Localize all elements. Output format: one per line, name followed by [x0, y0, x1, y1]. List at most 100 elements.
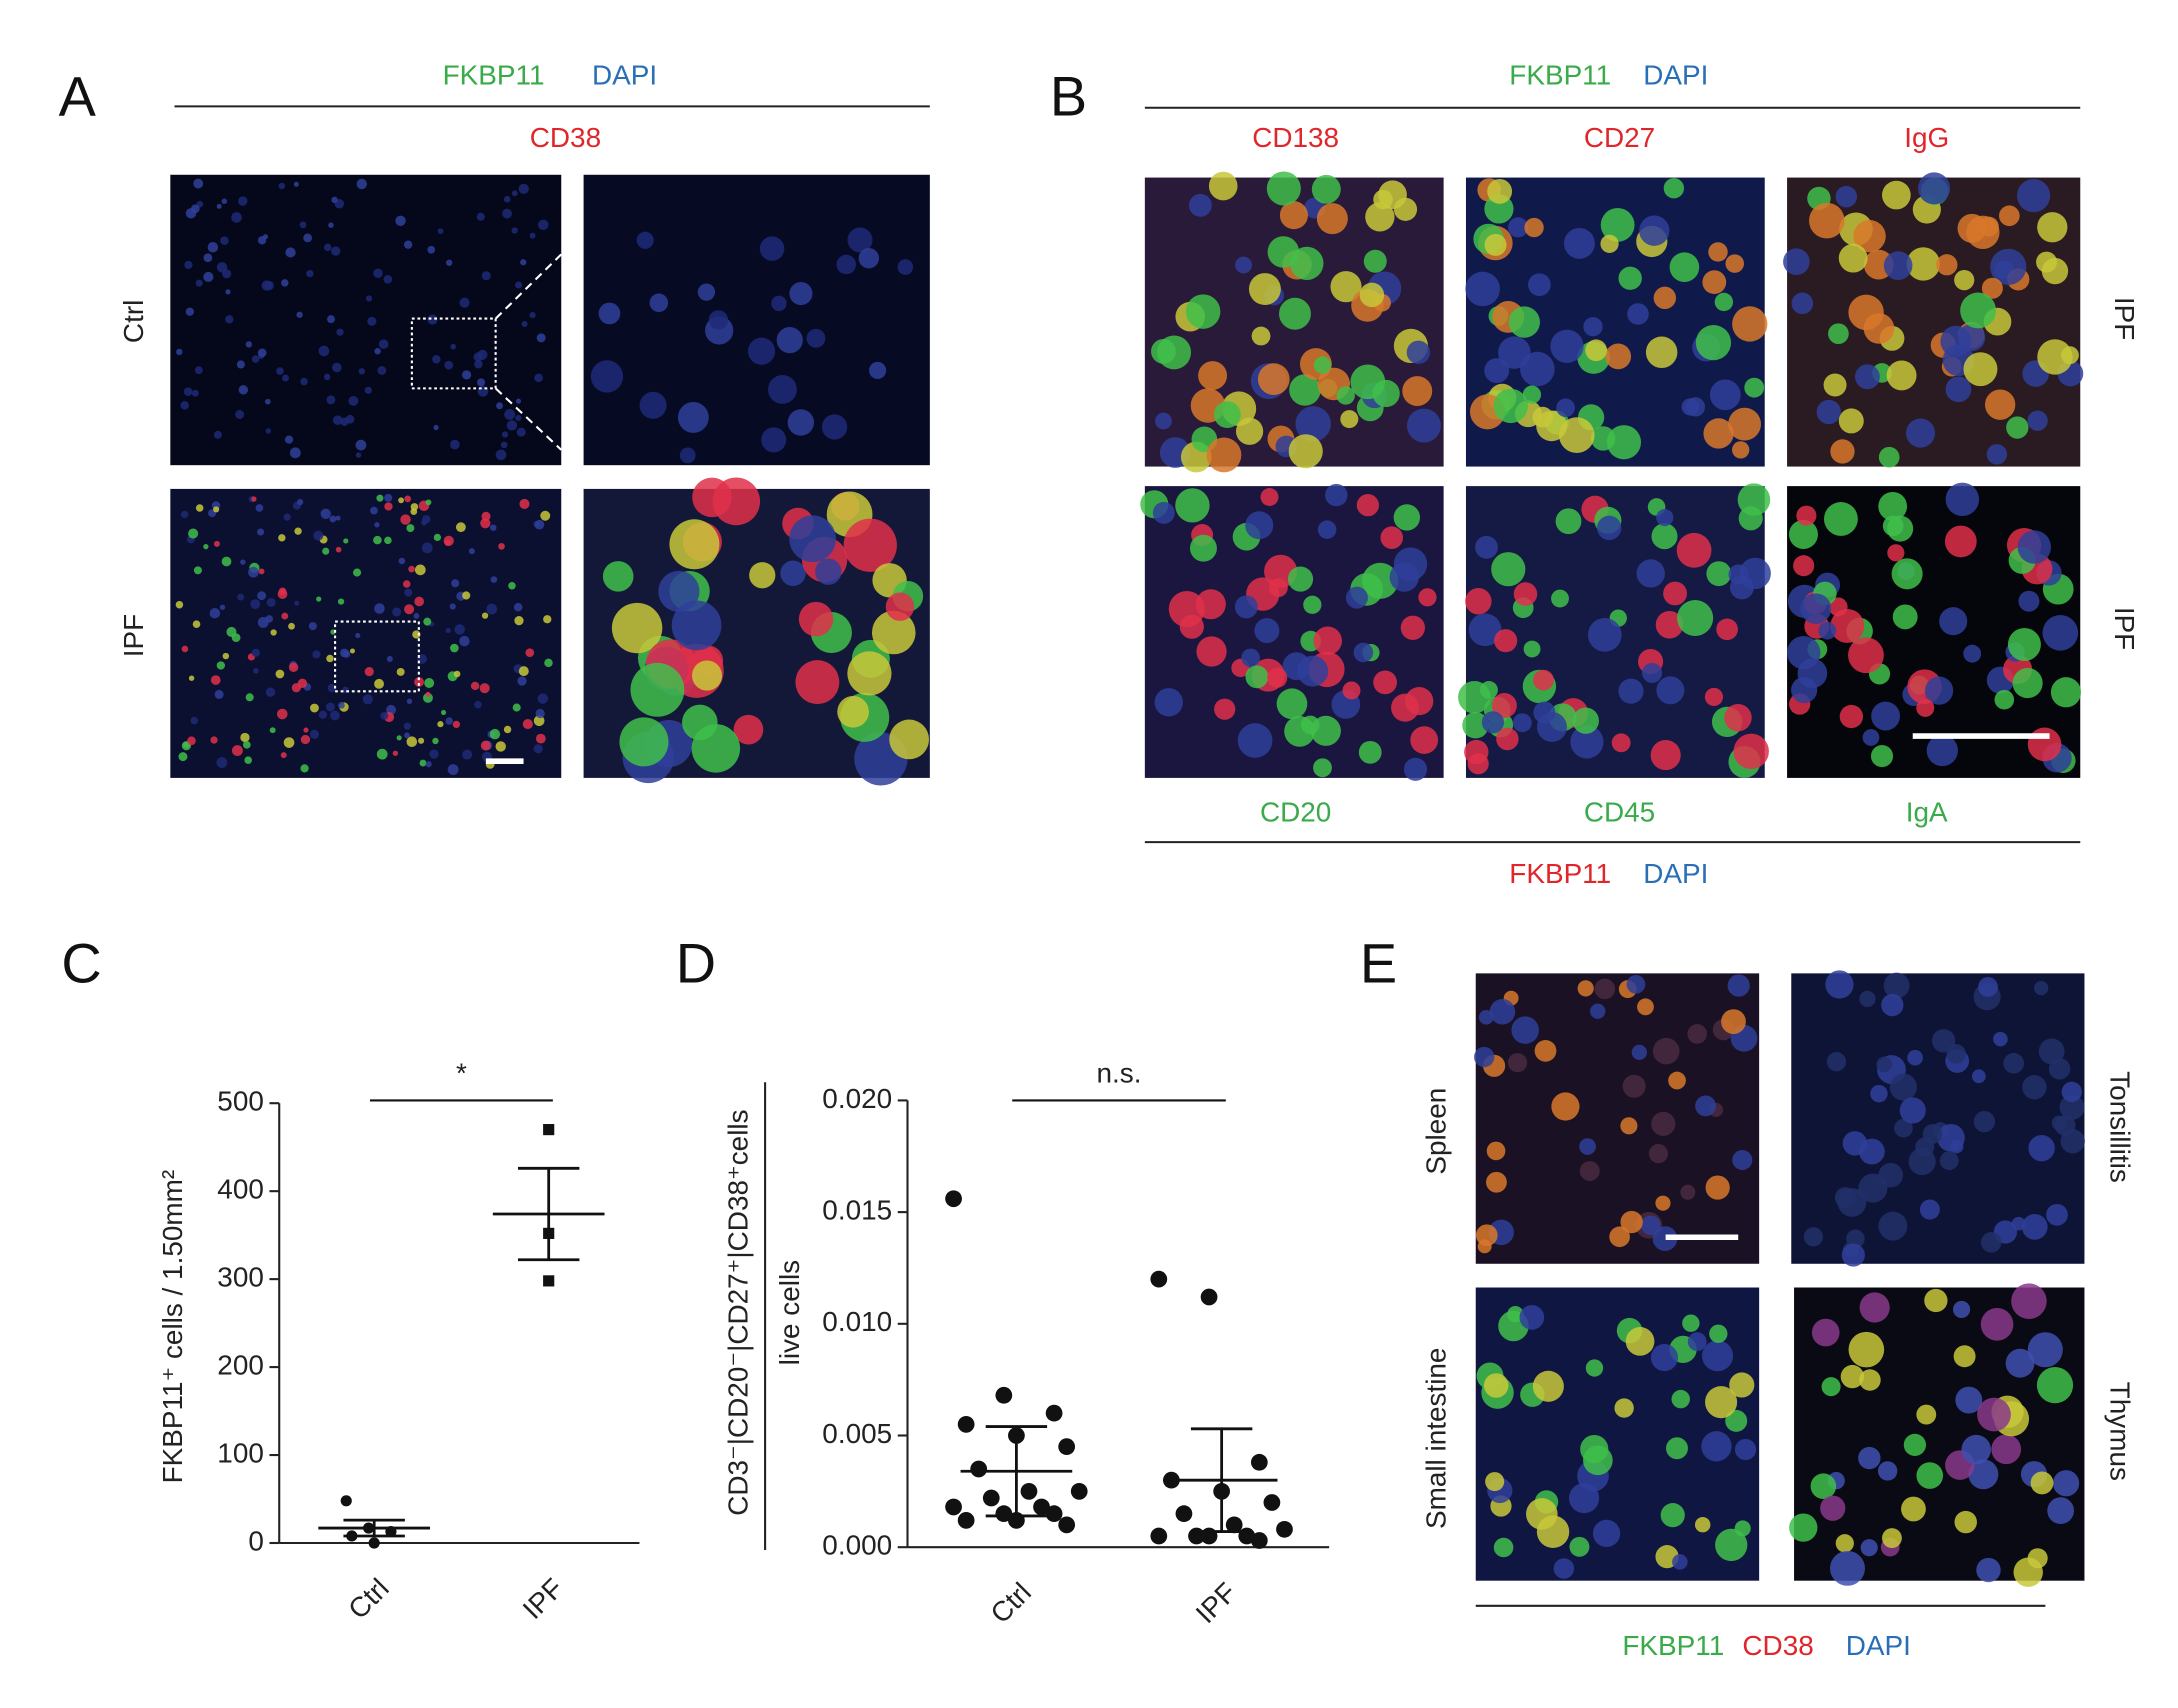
- cell: [490, 576, 498, 583]
- cell: [1636, 559, 1665, 588]
- cell: [534, 519, 545, 530]
- cell: [534, 373, 543, 383]
- micrograph: [583, 174, 930, 466]
- cell: [396, 735, 402, 741]
- stain-label: FKBP11: [1509, 59, 1611, 90]
- cell: [423, 692, 433, 703]
- row-label: IPF: [2109, 607, 2140, 650]
- cell: [210, 736, 218, 744]
- cell: [1655, 1195, 1671, 1211]
- cell: [780, 560, 806, 586]
- cell: [1954, 1510, 1977, 1534]
- panel-letter: B: [1050, 65, 1087, 128]
- cell: [1590, 1003, 1606, 1019]
- cell: [414, 677, 424, 687]
- cell: [459, 297, 470, 308]
- x-tick-label: IPF: [517, 1572, 570, 1625]
- cell: [1953, 1345, 1976, 1368]
- cell: [216, 661, 225, 670]
- cell: [1556, 398, 1575, 418]
- cell: [450, 439, 460, 450]
- cell: [1481, 711, 1505, 734]
- cell: [348, 395, 359, 406]
- cell: [1980, 1308, 2014, 1341]
- cell: [795, 660, 840, 705]
- cell: [412, 630, 421, 639]
- cell: [367, 316, 377, 326]
- cell: [481, 271, 491, 281]
- cell: [253, 668, 259, 674]
- cell: [355, 439, 367, 451]
- cell: [1650, 1344, 1678, 1372]
- cell: [1816, 399, 1841, 425]
- cell: [1680, 1184, 1696, 1200]
- cell: [1677, 599, 1714, 637]
- cell: [403, 722, 411, 730]
- cell: [1491, 693, 1517, 718]
- stain-label: FKBP11: [443, 59, 545, 90]
- cell: [749, 562, 776, 589]
- cell: [332, 362, 342, 373]
- cell: [1400, 615, 1426, 640]
- cell: [787, 409, 815, 436]
- cell: [1359, 282, 1385, 308]
- cell: [261, 280, 272, 291]
- cell: [276, 708, 288, 720]
- data-point: [1200, 1288, 1218, 1306]
- cell: [1605, 343, 1632, 370]
- cell: [384, 536, 392, 545]
- cell: [294, 600, 300, 606]
- cell: [1840, 1364, 1864, 1389]
- zoom-line: [494, 387, 562, 451]
- cell: [410, 503, 419, 511]
- stain-label: CD38: [1742, 1630, 1813, 1661]
- cell: [869, 361, 887, 380]
- cell: [519, 498, 530, 509]
- cell: [470, 681, 480, 691]
- cell: [1931, 1029, 1956, 1053]
- cell: [1716, 618, 1738, 641]
- cell: [1859, 990, 1876, 1008]
- cell: [309, 703, 319, 713]
- cell: [176, 348, 183, 356]
- cell: [2003, 1052, 2025, 1074]
- cell: [1553, 1558, 1575, 1579]
- cell: [1788, 519, 1818, 549]
- cell: [1971, 1069, 1986, 1084]
- cell: [525, 648, 535, 658]
- cell: [1994, 689, 2015, 710]
- cell: [276, 367, 284, 375]
- cell: [284, 435, 294, 444]
- cell: [1260, 488, 1279, 506]
- cell: [1922, 1123, 1943, 1144]
- cell: [191, 389, 199, 397]
- cell: [477, 349, 488, 360]
- cell: [1303, 595, 1322, 614]
- cell: [639, 391, 667, 419]
- cell: [1859, 1369, 1881, 1391]
- cell: [798, 601, 834, 637]
- cell: [281, 612, 289, 620]
- cell: [1206, 437, 1242, 473]
- cell: [1862, 729, 1880, 746]
- cell: [366, 295, 373, 302]
- cell: [1358, 740, 1382, 764]
- cell: [2048, 1058, 2071, 1080]
- cell: [1276, 688, 1308, 720]
- cell: [1791, 676, 1818, 704]
- cell: [257, 528, 265, 536]
- cell: [1489, 998, 1516, 1025]
- cell: [328, 222, 334, 228]
- cell: [2037, 339, 2073, 375]
- cell: [266, 597, 276, 607]
- data-point: [543, 1275, 555, 1287]
- cell: [184, 260, 193, 270]
- cell: [1810, 1473, 1837, 1499]
- cell: [759, 236, 785, 261]
- cell: [1882, 515, 1904, 537]
- cell: [1248, 273, 1281, 306]
- cell: [1704, 687, 1724, 707]
- cell: [1744, 377, 1765, 398]
- cell: [1924, 1288, 1948, 1313]
- cell: [871, 610, 916, 655]
